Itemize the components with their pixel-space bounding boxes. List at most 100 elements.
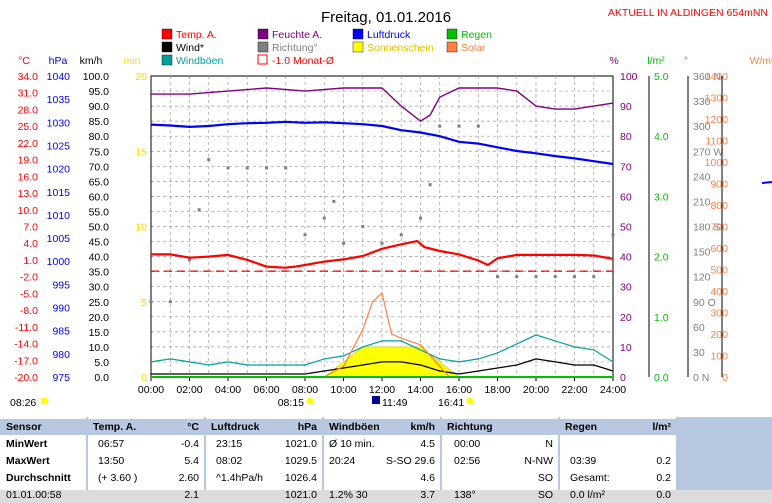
legend-label: Luftdruck <box>367 29 411 41</box>
statistics-table: Sensor MinWert MaxWert Durchschnitt 01.0… <box>0 417 772 501</box>
axis-tick-label: 60 <box>693 322 705 334</box>
axis-tick-label: 0.0 <box>94 372 109 384</box>
axis-tick-label: 55.0 <box>89 206 110 218</box>
noon-icon <box>372 396 380 404</box>
direction-point <box>534 275 538 279</box>
axis-tick-label: 985 <box>52 326 70 338</box>
direction-point <box>515 275 519 279</box>
temp-max-time: 13:50 <box>98 455 125 467</box>
direction-point <box>197 208 201 212</box>
x-tick-label: 24:00 <box>600 384 626 396</box>
sensor-header: Sensor <box>6 421 42 433</box>
legend-swatch <box>352 41 364 53</box>
axis-tick-label: 1400 <box>705 71 729 83</box>
rain-header: Regen <box>565 421 598 433</box>
legend-swatch <box>257 41 269 53</box>
axis-tick-label: 10.0 <box>89 342 110 354</box>
axis-tick-label: 1035 <box>47 94 71 106</box>
axis-tick-label: 0.0 <box>654 372 669 384</box>
axis-tick-label: 40.0 <box>89 252 110 264</box>
direction-point <box>332 199 336 203</box>
current-time-label: 08:26 <box>10 397 36 409</box>
pressure-current-value: 1021.0 <box>284 489 317 501</box>
pressure-column: Luftdruck hPa 23:15 1021.0 08:02 1029.5 ^1.… <box>206 417 322 501</box>
chart-title: Freitag, 01.01.2016 <box>321 9 451 26</box>
axis-tick-label: 270 W <box>693 146 723 158</box>
axis-tick-label: 1015 <box>47 187 71 199</box>
axis-tick-label: 4.0 <box>654 131 669 143</box>
axis-tick-label: 34.0 <box>18 71 39 83</box>
direction-point <box>322 216 326 220</box>
direction-point <box>476 124 480 128</box>
axis-tick-label: 90 O <box>693 297 716 309</box>
axis-tick-label: 0 <box>620 372 626 384</box>
x-tick-label: 06:00 <box>253 384 279 396</box>
legend-label: -1.0 Monat-Ø <box>272 55 334 67</box>
series-line-luftdruck <box>150 120 614 166</box>
axis-tick-label: 16.0 <box>18 171 39 183</box>
direction-point <box>553 275 557 279</box>
temp-max-value: 5.4 <box>184 455 199 467</box>
direction-point <box>207 158 211 162</box>
gust-column: Windböen km/h Ø 10 min. 4.5 20:24 S-SO 29.6… <box>324 417 440 501</box>
axis-tick-label: -20.0 <box>14 372 38 384</box>
legend-label: Solar <box>461 42 486 54</box>
axis-tick-label: -5.0 <box>20 288 38 300</box>
direction-point <box>361 225 365 228</box>
legend-swatch <box>161 28 173 40</box>
x-tick-label: 08:00 <box>292 384 318 396</box>
axis-unit-label: ° <box>684 55 688 67</box>
x-tick-label: 14:00 <box>407 384 433 396</box>
axis-tick-label: 95.0 <box>89 86 110 98</box>
sunrise-icon <box>306 397 314 405</box>
axis-tick-label: 15.0 <box>89 327 110 339</box>
axis-unit-label: °C <box>18 55 30 67</box>
pressure-min-value: 1021.0 <box>284 438 317 450</box>
axis-tick-label: 300 <box>693 121 711 133</box>
axis-tick-label: 1200 <box>705 114 729 126</box>
axis-tick-label: 4.0 <box>23 238 38 250</box>
gust-current-time: 1.2% 30 <box>329 489 368 501</box>
axis-tick-label: 1000 <box>47 256 71 268</box>
axis-tick-label: 150 <box>693 247 711 259</box>
series-line-windb-en <box>150 334 614 366</box>
axis-tick-label: 31.0 <box>18 88 39 100</box>
sensor-column: Sensor MinWert MaxWert Durchschnitt 01.0… <box>0 417 86 501</box>
pressure-trend: ^1.4hPa/h <box>216 472 263 484</box>
axis-tick-label: 980 <box>52 349 70 361</box>
axis-tick-label: 180 S <box>693 222 720 234</box>
x-tick-label: 04:00 <box>215 384 241 396</box>
legend-label: Regen <box>461 29 492 41</box>
axis-tick-label: -2.0 <box>20 272 38 284</box>
axis-tick-label: 25.0 <box>18 121 39 133</box>
axis-tick-label: 90 <box>620 101 632 113</box>
axis-tick-label: 70 <box>620 161 632 173</box>
legend-label: Richtung° <box>272 42 318 54</box>
axis-tick-label: 2.0 <box>654 252 669 264</box>
axis-unit-label: min <box>124 55 141 67</box>
x-tick-label: 22:00 <box>561 384 587 396</box>
axis-tick-label: 80 <box>620 131 632 143</box>
legend-label: Windböen <box>176 55 223 67</box>
gust-avg-value: 4.6 <box>420 472 435 484</box>
rain-total-value: 0.2 <box>656 472 671 484</box>
axis-tick-label: 300 <box>710 308 728 320</box>
direction-point <box>168 300 172 304</box>
direction-current-value: SO <box>537 489 553 501</box>
axis-tick-label: 1020 <box>47 164 71 176</box>
temp-unit: °C <box>187 421 199 433</box>
legend-swatch <box>352 28 364 40</box>
legend-swatch <box>446 41 458 53</box>
axis-tick-label: 1030 <box>47 117 71 129</box>
gust-unit: km/h <box>410 421 435 433</box>
axis-tick-label: 200 <box>710 329 728 341</box>
axis-unit-label: % <box>609 55 618 67</box>
direction-point <box>284 166 288 170</box>
rain-current-rate: 0.0 l/m² <box>570 489 606 501</box>
direction-point <box>303 233 307 237</box>
direction-avg-value: SO <box>537 472 553 484</box>
axis-tick-label: 60 <box>620 191 632 203</box>
axis-tick-label: 975 <box>52 372 70 384</box>
temp-avg-note: (+ 3.60 ) <box>98 472 138 484</box>
axis-tick-label: 100 <box>620 71 638 83</box>
